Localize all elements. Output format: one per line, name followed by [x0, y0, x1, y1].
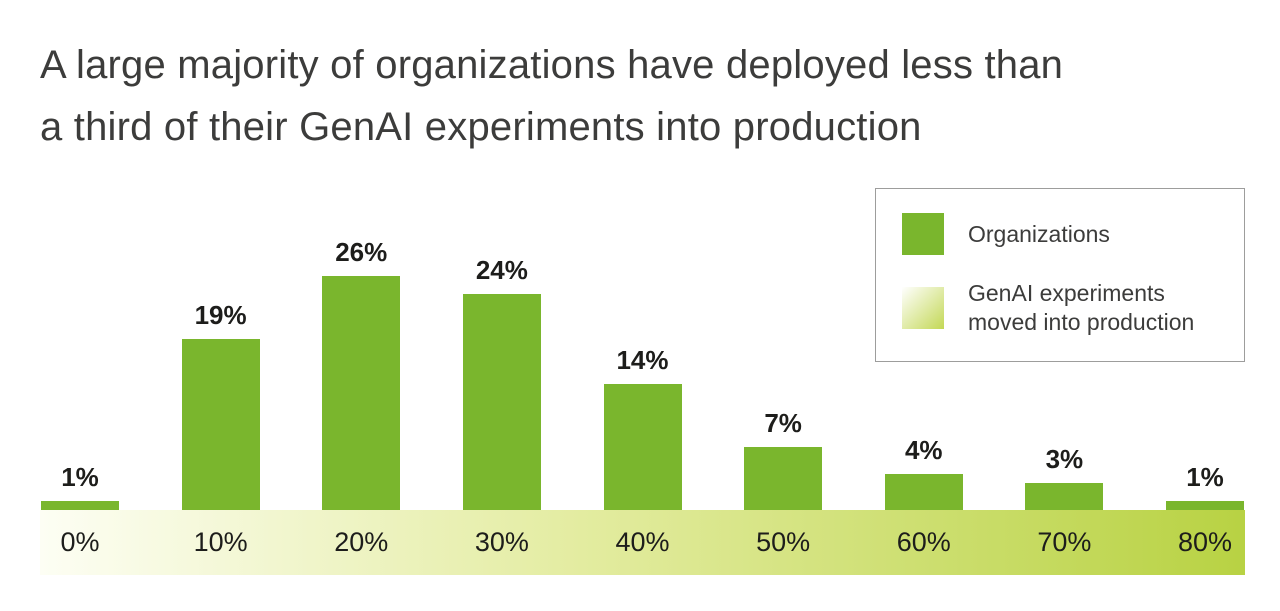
bar-value-label: 24%	[475, 255, 528, 285]
x-tick-label: 40%	[615, 527, 670, 557]
bar-column: 19%	[181, 300, 261, 510]
bar-value-label: 26%	[335, 237, 388, 267]
legend-label: Organizations	[968, 220, 1110, 247]
bar	[181, 339, 260, 510]
bar-value-label: 14%	[616, 345, 669, 375]
bar-value-label: 7%	[764, 408, 802, 438]
bar	[41, 501, 119, 510]
bar-value-label: 1%	[1186, 462, 1224, 492]
legend: Organizations GenAI experiments moved in…	[875, 188, 1245, 362]
x-tick-label: 80%	[1177, 527, 1233, 557]
x-tick-label: 70%	[1037, 527, 1092, 557]
bar-column: 26%	[321, 237, 401, 510]
x-tick-label: 60%	[896, 527, 951, 557]
bar-value-label: 3%	[1045, 444, 1084, 474]
page-title: A large majority of organizations have d…	[40, 34, 1063, 158]
bar-value-label: 19%	[194, 300, 247, 330]
bar-column: 1%	[40, 462, 120, 510]
x-axis-band: 0% 10% 20% 30% 40% 50% 60% 70% 80%	[40, 510, 1245, 575]
x-tick-label: 10%	[193, 527, 248, 557]
bar	[322, 276, 401, 510]
bar-value-label: 4%	[904, 435, 943, 465]
legend-item-genai-experiments: GenAI experiments moved into production	[902, 279, 1218, 337]
x-tick-label: 50%	[756, 527, 811, 557]
bar	[884, 474, 963, 510]
bar-column: 4%	[884, 435, 964, 510]
page-title-line2: a third of their GenAI experiments into …	[40, 105, 922, 149]
legend-label: GenAI experiments moved into production	[968, 280, 1195, 335]
bar-columns: 1% 19% 26% 24% 14% 7% 4% 3% 1%	[40, 200, 1245, 510]
legend-item-organizations: Organizations	[902, 213, 1218, 255]
x-tick-label: 0%	[60, 527, 100, 557]
bar-column: 3%	[1024, 444, 1104, 510]
legend-swatch-solid	[902, 213, 944, 255]
bar-column: 14%	[603, 345, 683, 510]
bar	[744, 447, 823, 510]
bar-column: 24%	[462, 255, 542, 510]
bar-column: 1%	[1165, 462, 1245, 510]
bar	[1166, 501, 1244, 510]
bar-column: 7%	[743, 408, 823, 510]
page-title-line1: A large majority of organizations have d…	[40, 43, 1064, 87]
legend-swatch-gradient	[902, 286, 944, 329]
x-tick-label: 20%	[334, 527, 389, 557]
bar	[462, 294, 541, 510]
bar-value-label: 1%	[61, 462, 99, 492]
bar	[1025, 483, 1104, 510]
bar	[603, 384, 682, 510]
x-tick-label: 30%	[474, 527, 529, 557]
